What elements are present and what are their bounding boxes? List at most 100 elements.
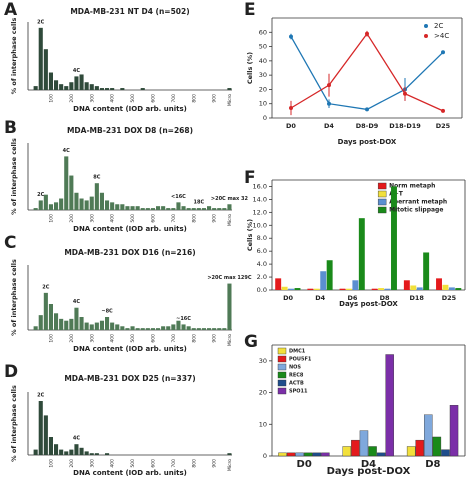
bar [166,208,171,210]
bar [33,326,38,330]
bar [385,354,394,457]
bar [74,192,79,210]
bar [94,183,99,210]
bar [105,317,110,330]
y-tick-label: 8.0 [257,234,267,242]
point [289,106,293,110]
x-tick-label: 500 [130,334,136,343]
bar [64,451,69,455]
bar [196,208,201,210]
bar [74,444,79,455]
x-tick-label: D4 [324,122,334,130]
x-tick-label: 700 [171,459,177,468]
x-tick-label: 300 [89,94,95,103]
legend-swatch [377,198,387,206]
bar [33,86,38,90]
bar [222,208,227,210]
y-tick-label: 30 [259,357,267,365]
y-tick-label: 20 [259,85,267,93]
x-tick-label: Micro [227,459,233,471]
y-tick-label: 20 [259,389,267,397]
y-axis-label: % of interphase cells [10,259,18,336]
bar [79,447,84,455]
annotation: 2C [37,393,44,399]
bar [191,328,196,330]
y-tick-label: 10 [259,420,267,428]
bar [54,202,59,210]
bar [410,285,417,290]
legend-label: >4C [434,32,449,40]
y-axis-label: Cells (%) [246,219,254,251]
legend-label: POU5F1 [289,357,312,363]
legend-swatch [277,363,287,371]
bar [135,328,140,330]
y-axis-label: % of interphase cells [10,138,18,215]
bar [89,196,94,210]
bar [403,280,410,290]
legend-swatch [377,182,387,190]
legend-label: SPO11 [289,389,308,395]
bar [368,446,377,457]
y-tick-label: 2.0 [257,273,267,281]
bar [288,288,295,290]
bar [38,315,43,330]
bar [74,76,79,90]
x-tick-label: 200 [69,94,75,103]
point [403,91,407,96]
bar [84,322,89,330]
x-tick-label: 400 [110,94,116,103]
y-tick-label: 14.0 [253,195,267,203]
bar [140,328,145,330]
x-tick-label: 400 [110,334,116,343]
bar [33,208,38,210]
x-tick-label: D8-D9 [356,122,379,130]
bar [38,27,43,90]
bar [125,328,130,330]
y-axis-label: % of interphase cells [10,18,18,95]
bar [359,430,369,457]
bar [105,200,110,210]
annotation: 4C [73,299,80,305]
panel-letter: A [4,0,18,20]
y-tick-label: 10.0 [253,221,267,229]
legend-label: Mitotic slippage [389,207,443,214]
bar [448,287,455,290]
bar [150,208,155,210]
bar [64,156,69,210]
legend-swatch [277,387,287,395]
legend-label: ACTB [289,381,304,387]
bar [161,326,166,330]
x-tick-label: D0 [286,122,296,130]
x-tick-label: Micro [227,334,233,346]
bar [33,449,38,455]
line [290,36,444,111]
bar [217,208,222,210]
y-tick-label: 50 [259,43,267,51]
bar [89,453,94,455]
x-tick-label: 100 [48,214,54,223]
point [365,107,369,112]
bar [43,292,48,330]
bar [406,446,416,457]
bar [156,328,161,330]
x-tick-label: 900 [212,459,218,468]
bar [171,208,176,210]
bar [196,328,201,330]
bar [145,208,150,210]
legend-swatch [277,371,287,379]
bar [94,86,99,90]
bar [186,326,191,330]
bar [303,452,313,457]
bar [99,320,104,330]
bar [436,278,442,290]
bar [64,86,69,90]
panel-letter: F [244,168,256,188]
bar [54,80,59,90]
bar [201,208,206,210]
bar [161,206,166,210]
x-tick-label: D6 [347,294,357,302]
legend-marker [424,34,428,38]
bar [59,318,64,330]
bar [352,280,359,290]
bar [59,198,64,210]
